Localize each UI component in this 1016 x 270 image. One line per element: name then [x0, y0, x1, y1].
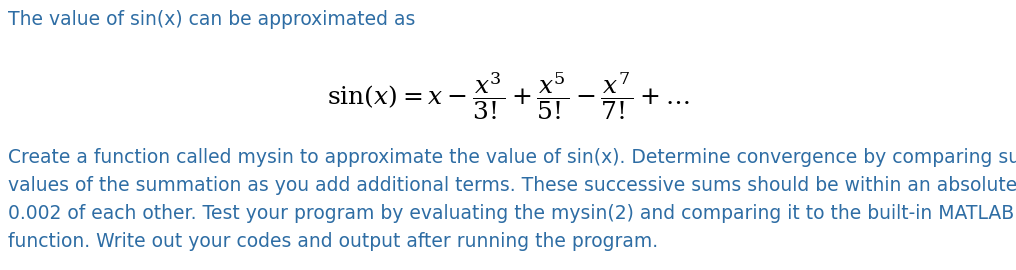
Text: Create a function called mysin to approximate the value of sin(x). Determine con: Create a function called mysin to approx…: [8, 148, 1016, 251]
Text: The value of sin(x) can be approximated as: The value of sin(x) can be approximated …: [8, 10, 416, 29]
Text: $\sin(x) = x - \dfrac{x^3}{3!} + \dfrac{x^5}{5!} - \dfrac{x^7}{7!} + \ldots$: $\sin(x) = x - \dfrac{x^3}{3!} + \dfrac{…: [326, 70, 690, 122]
